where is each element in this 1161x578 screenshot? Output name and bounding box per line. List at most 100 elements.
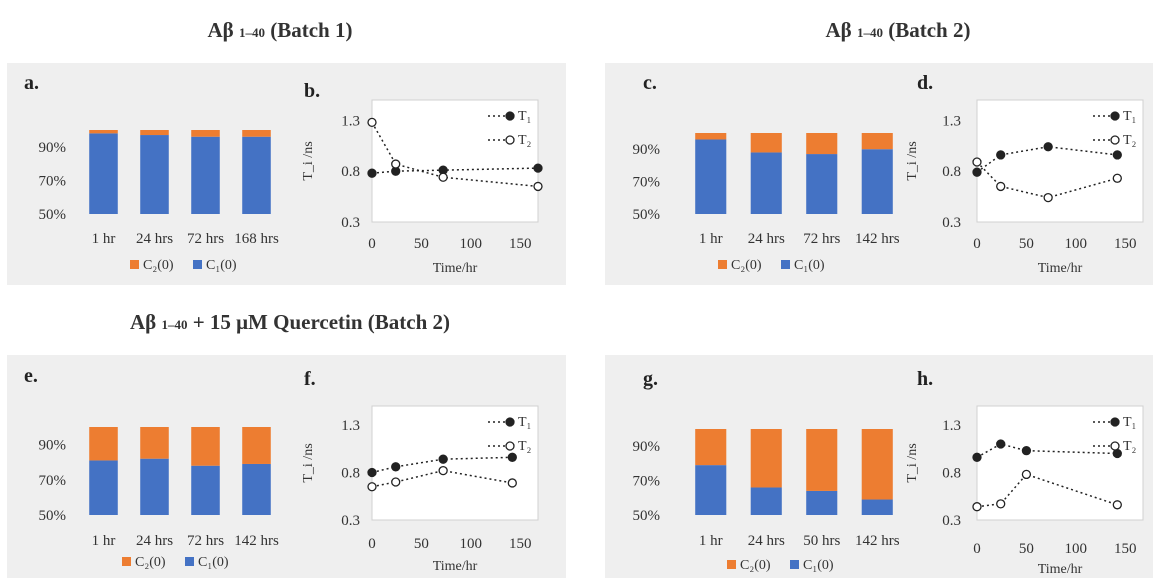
y-tick-label-b: 0.8 xyxy=(341,164,360,180)
bar-c2-e-3 xyxy=(242,427,271,464)
legend-swatch-c1-c xyxy=(781,260,790,269)
data-point-t1-d-2 xyxy=(1043,142,1053,152)
data-point-t2-f-1 xyxy=(391,477,401,487)
y-tick-label-c: 70% xyxy=(633,175,661,191)
bar-c1-c-3 xyxy=(861,149,893,214)
legend-label-c1-a: C₁(0) xyxy=(206,258,237,273)
legend-marker-t2-f xyxy=(505,441,515,451)
header-quercetin: Aβ 1–40 + 15 μM Quercetin (Batch 2) xyxy=(60,310,520,335)
series-line-t1-b xyxy=(371,167,539,174)
legend-label-t1-d: T₁ xyxy=(1123,109,1136,124)
header-quercetin-rest: + 15 μM Quercetin (Batch 2) xyxy=(187,310,451,334)
category-label-a-0: 1 hr xyxy=(92,231,116,247)
x-tick-label-f: 0 xyxy=(368,536,376,552)
y-axis-label-h: T_i /ns xyxy=(905,443,920,482)
data-point-t1-b-3 xyxy=(533,163,543,173)
legend-marker-t1-h xyxy=(1110,417,1120,427)
y-tick-label-g: 90% xyxy=(633,439,661,455)
panel-label-b: b. xyxy=(304,80,321,102)
x-tick-label-h: 100 xyxy=(1065,541,1088,557)
y-tick-label-h: 1.3 xyxy=(942,418,961,434)
data-point-t1-h-1 xyxy=(996,439,1006,449)
category-label-c-1: 24 hrs xyxy=(748,231,785,247)
bar-c2-a-1 xyxy=(140,130,169,136)
data-point-t1-b-0 xyxy=(367,168,377,178)
bar-c2-g-3 xyxy=(861,429,893,500)
bar-c1-e-2 xyxy=(191,465,220,515)
legend-swatch-c1-g xyxy=(790,560,799,569)
legend-label-c2-c: C₂(0) xyxy=(731,258,762,273)
bar-c2-g-1 xyxy=(750,429,782,488)
category-label-e-0: 1 hr xyxy=(92,533,116,549)
bar-c2-c-0 xyxy=(695,133,727,140)
x-tick-label-b: 100 xyxy=(460,236,483,252)
data-point-t1-d-0 xyxy=(972,167,982,177)
data-point-t1-f-3 xyxy=(507,452,517,462)
data-point-t2-b-0 xyxy=(367,117,377,128)
x-axis-label-b: Time/hr xyxy=(433,261,478,276)
legend-marker-t2-h xyxy=(1110,441,1120,451)
y-tick-label-a: 90% xyxy=(39,140,67,156)
legend-swatch-c2-c xyxy=(718,260,727,269)
category-label-e-1: 24 hrs xyxy=(136,533,173,549)
category-label-a-1: 24 hrs xyxy=(136,231,173,247)
bar-c1-c-1 xyxy=(750,152,782,214)
x-tick-label-h: 0 xyxy=(973,541,981,557)
header-batch2-main: Aβ xyxy=(825,18,857,42)
y-tick-label-h: 0.8 xyxy=(942,466,961,482)
y-tick-label-f: 0.3 xyxy=(341,513,360,529)
bar-c2-e-0 xyxy=(89,427,118,461)
bar-c1-e-0 xyxy=(89,460,118,515)
panel-label-f: f. xyxy=(304,368,316,390)
data-point-t2-h-3 xyxy=(1112,500,1122,510)
series-line-t2-h xyxy=(976,473,1118,508)
legend-label-c2-a: C₂(0) xyxy=(143,258,174,273)
bar-c2-e-1 xyxy=(140,427,169,459)
data-point-t2-d-0 xyxy=(972,157,982,167)
data-point-t2-d-2 xyxy=(1043,192,1053,203)
y-tick-label-g: 50% xyxy=(633,508,661,524)
data-point-t2-h-2 xyxy=(1021,469,1032,480)
legend-swatch-c1-e xyxy=(185,557,194,566)
category-label-g-0: 1 hr xyxy=(699,533,723,549)
x-tick-label-h: 150 xyxy=(1114,541,1137,557)
panel-label-d: d. xyxy=(917,72,934,94)
bar-c1-a-1 xyxy=(140,135,169,214)
legend-swatch-c2-g xyxy=(727,560,736,569)
bar-c1-g-0 xyxy=(695,465,727,515)
header-batch1-main: Aβ xyxy=(207,18,239,42)
bar-c1-c-0 xyxy=(695,139,727,214)
header-batch1-rest: (Batch 1) xyxy=(264,18,353,42)
bar-c2-c-1 xyxy=(750,133,782,153)
bar-c1-e-3 xyxy=(242,463,271,515)
data-point-t1-f-2 xyxy=(438,454,448,464)
y-tick-label-a: 70% xyxy=(39,173,67,189)
x-tick-label-d: 100 xyxy=(1065,236,1088,252)
x-tick-label-f: 50 xyxy=(414,536,429,552)
y-tick-label-a: 50% xyxy=(39,207,67,223)
data-point-t2-d-1 xyxy=(996,181,1006,192)
bar-c1-a-3 xyxy=(242,136,271,214)
legend-label-t1-b: T₁ xyxy=(518,109,531,124)
panel-label-h: h. xyxy=(917,368,934,390)
legend-label-c1-e: C₁(0) xyxy=(198,555,229,570)
x-tick-label-f: 150 xyxy=(509,536,532,552)
legend-marker-t2-d xyxy=(1110,135,1120,145)
data-point-t1-h-0 xyxy=(972,452,982,462)
y-tick-label-e: 90% xyxy=(39,438,67,454)
header-batch1-sub: 1–40 xyxy=(238,25,265,40)
x-tick-label-b: 0 xyxy=(368,236,376,252)
x-axis-label-f: Time/hr xyxy=(433,559,478,574)
data-point-t1-d-3 xyxy=(1112,150,1122,160)
x-axis-label-d: Time/hr xyxy=(1038,261,1083,276)
category-label-c-2: 72 hrs xyxy=(803,231,840,247)
panel-label-g: g. xyxy=(643,368,658,390)
bar-c2-g-0 xyxy=(695,429,727,466)
legend-marker-t1-d xyxy=(1110,111,1120,121)
y-axis-label-d: T_i /ns xyxy=(905,141,920,180)
category-label-g-2: 50 hrs xyxy=(803,533,840,549)
bar-c2-a-3 xyxy=(242,130,271,137)
data-point-t1-f-1 xyxy=(391,462,401,472)
bar-c1-a-2 xyxy=(191,136,220,214)
